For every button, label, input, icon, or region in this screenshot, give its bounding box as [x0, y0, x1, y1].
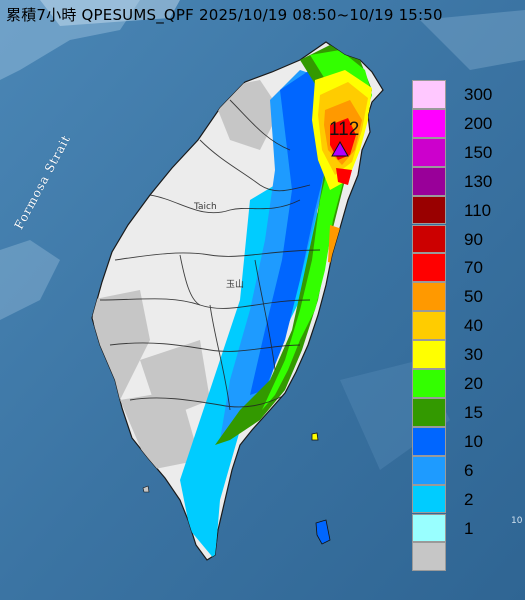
legend-label: 70 — [464, 258, 483, 278]
legend-label: 200 — [464, 113, 493, 133]
legend-swatch — [412, 397, 446, 427]
legend-label: 130 — [464, 171, 493, 191]
legend-swatch — [412, 340, 446, 369]
rainfall-legend: 300 200 150 130 110 90 70 50 40 30 20 15 10 6 2 1 — [412, 80, 517, 572]
legend-swatch — [412, 253, 446, 283]
legend-swatch — [412, 311, 446, 341]
legend-swatch — [412, 282, 446, 312]
legend-label: 300 — [464, 85, 493, 104]
map-title: 累積7小時 QPESUMS_QPF 2025/10/19 08:50~10/19… — [6, 6, 443, 24]
legend-label: 15 — [464, 402, 483, 422]
taichung-label: Taich — [194, 202, 217, 212]
legend-swatch — [412, 224, 446, 254]
legend-label: 90 — [464, 229, 483, 249]
legend-swatch — [412, 166, 446, 196]
edge-value-label: 10 — [511, 516, 523, 526]
legend-swatch — [412, 455, 446, 485]
legend-swatch — [412, 369, 446, 398]
legend-swatch — [412, 108, 446, 138]
legend-swatch — [412, 195, 446, 225]
legend-label: 110 — [464, 200, 492, 220]
max-rainfall-value: 112 — [329, 119, 360, 140]
legend-swatch — [412, 513, 446, 543]
legend-label: 10 — [464, 431, 483, 451]
yushan-label: 玉山 — [226, 280, 245, 290]
legend-swatch — [412, 137, 446, 167]
legend-swatch — [412, 80, 446, 109]
legend-label: 150 — [464, 142, 493, 162]
legend-label: 40 — [464, 316, 483, 336]
legend-label: 2 — [464, 489, 474, 509]
legend-label: 30 — [464, 345, 483, 365]
legend-swatch — [412, 426, 446, 456]
legend-label: 6 — [464, 460, 474, 480]
legend-label: 1 — [464, 518, 474, 538]
max-rainfall-triangle-icon — [331, 140, 349, 157]
legend-swatch — [412, 542, 446, 572]
legend-label: 20 — [464, 374, 483, 393]
legend-label: 50 — [464, 287, 483, 307]
legend-swatch — [412, 484, 446, 514]
